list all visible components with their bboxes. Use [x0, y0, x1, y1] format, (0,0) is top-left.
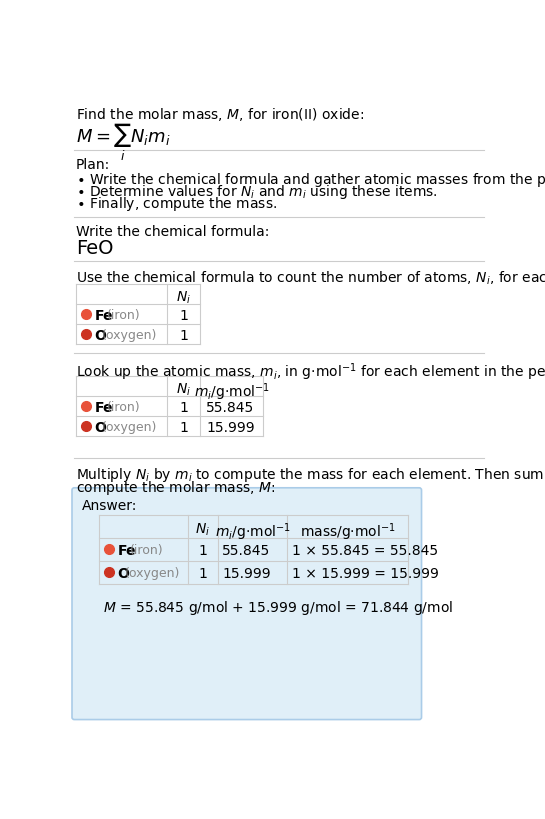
Text: O: O [94, 328, 106, 342]
Text: Multiply $N_i$ by $m_i$ to compute the mass for each element. Then sum those val: Multiply $N_i$ by $m_i$ to compute the m… [76, 466, 545, 484]
Text: $\bullet$ Write the chemical formula and gather atomic masses from the periodic : $\bullet$ Write the chemical formula and… [76, 170, 545, 188]
Text: 1: 1 [179, 308, 188, 322]
Text: (oxygen): (oxygen) [101, 328, 157, 342]
Text: (iron): (iron) [130, 544, 164, 557]
Text: Fe: Fe [94, 400, 113, 414]
Text: $M = \sum_i N_i m_i$: $M = \sum_i N_i m_i$ [76, 121, 171, 162]
Text: 55.845: 55.845 [222, 544, 271, 558]
Text: Look up the atomic mass, $m_i$, in g$\cdot$mol$^{-1}$ for each element in the pe: Look up the atomic mass, $m_i$, in g$\cd… [76, 361, 545, 382]
Text: Plan:: Plan: [76, 158, 110, 172]
Text: (iron): (iron) [107, 400, 141, 414]
Text: (oxygen): (oxygen) [101, 420, 157, 433]
Text: $m_i$/g$\cdot$mol$^{-1}$: $m_i$/g$\cdot$mol$^{-1}$ [193, 382, 270, 403]
Text: 15.999: 15.999 [222, 567, 271, 581]
Text: O: O [118, 567, 130, 581]
Text: 1: 1 [198, 567, 208, 581]
Text: mass/g$\cdot$mol$^{-1}$: mass/g$\cdot$mol$^{-1}$ [300, 521, 395, 542]
Text: (oxygen): (oxygen) [125, 567, 180, 580]
Text: compute the molar mass, $M$:: compute the molar mass, $M$: [76, 478, 275, 496]
Text: $N_i$: $N_i$ [196, 521, 210, 537]
Text: Answer:: Answer: [82, 498, 137, 512]
Text: 15.999: 15.999 [206, 420, 255, 435]
Text: 1: 1 [179, 420, 188, 435]
Text: Fe: Fe [118, 544, 136, 558]
Text: $N_i$: $N_i$ [176, 382, 191, 398]
Text: 55.845: 55.845 [206, 400, 255, 414]
Text: 1: 1 [179, 328, 188, 342]
Text: $\bullet$ Finally, compute the mass.: $\bullet$ Finally, compute the mass. [76, 195, 277, 213]
Text: 1: 1 [198, 544, 208, 558]
Text: Fe: Fe [94, 308, 113, 322]
Text: $N_i$: $N_i$ [176, 289, 191, 305]
Text: Write the chemical formula:: Write the chemical formula: [76, 225, 269, 239]
Text: $M$ = 55.845 g/mol + 15.999 g/mol = 71.844 g/mol: $M$ = 55.845 g/mol + 15.999 g/mol = 71.8… [103, 598, 453, 616]
FancyBboxPatch shape [72, 488, 421, 720]
Text: Find the molar mass, $M$, for iron(II) oxide:: Find the molar mass, $M$, for iron(II) o… [76, 106, 364, 123]
Text: 1 × 55.845 = 55.845: 1 × 55.845 = 55.845 [292, 544, 438, 558]
Text: FeO: FeO [76, 238, 113, 257]
Text: (iron): (iron) [107, 308, 141, 321]
Text: O: O [94, 420, 106, 435]
Text: Use the chemical formula to count the number of atoms, $N_i$, for each element:: Use the chemical formula to count the nu… [76, 269, 545, 287]
Text: 1 × 15.999 = 15.999: 1 × 15.999 = 15.999 [292, 567, 439, 581]
Text: 1: 1 [179, 400, 188, 414]
Text: $\bullet$ Determine values for $N_i$ and $m_i$ using these items.: $\bullet$ Determine values for $N_i$ and… [76, 183, 438, 201]
Text: $m_i$/g$\cdot$mol$^{-1}$: $m_i$/g$\cdot$mol$^{-1}$ [215, 521, 290, 542]
